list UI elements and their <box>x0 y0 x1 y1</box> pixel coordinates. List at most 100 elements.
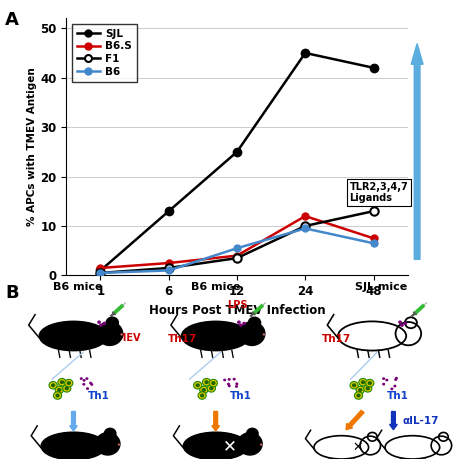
Ellipse shape <box>182 321 250 351</box>
Circle shape <box>86 387 89 390</box>
Circle shape <box>97 322 122 345</box>
Circle shape <box>99 324 103 327</box>
Circle shape <box>356 393 361 397</box>
Circle shape <box>64 386 69 391</box>
Circle shape <box>201 388 206 392</box>
Ellipse shape <box>39 321 108 351</box>
FancyArrow shape <box>70 412 77 431</box>
Text: Th1: Th1 <box>230 391 252 401</box>
Circle shape <box>106 317 118 328</box>
Circle shape <box>233 378 236 381</box>
Circle shape <box>358 388 363 392</box>
Circle shape <box>90 383 93 386</box>
Circle shape <box>350 381 358 389</box>
Text: TLR2,3,4,7
Ligands: TLR2,3,4,7 Ligands <box>350 182 409 203</box>
Circle shape <box>390 387 393 390</box>
Circle shape <box>58 378 66 386</box>
Text: αIL-17: αIL-17 <box>403 416 439 426</box>
Circle shape <box>118 443 120 446</box>
FancyArrow shape <box>212 412 219 431</box>
Circle shape <box>120 333 123 336</box>
Circle shape <box>394 378 397 381</box>
Text: Th17: Th17 <box>168 335 198 344</box>
Circle shape <box>198 392 206 399</box>
Circle shape <box>82 379 86 382</box>
Text: Th17: Th17 <box>322 335 352 344</box>
Ellipse shape <box>41 432 106 459</box>
Circle shape <box>366 380 374 387</box>
Circle shape <box>365 386 370 391</box>
Circle shape <box>400 324 404 327</box>
Text: LPS: LPS <box>227 300 247 310</box>
Circle shape <box>237 320 241 324</box>
Circle shape <box>263 333 265 336</box>
Circle shape <box>207 385 215 392</box>
Circle shape <box>238 433 262 455</box>
Circle shape <box>210 380 218 387</box>
Text: A: A <box>5 11 18 29</box>
Circle shape <box>80 377 83 380</box>
Circle shape <box>223 379 226 381</box>
Circle shape <box>60 380 64 384</box>
Circle shape <box>49 381 57 389</box>
Circle shape <box>57 388 62 392</box>
Circle shape <box>382 377 385 380</box>
Circle shape <box>54 392 62 399</box>
Circle shape <box>89 381 92 385</box>
Circle shape <box>382 383 385 386</box>
Circle shape <box>85 377 89 380</box>
Text: Th1: Th1 <box>387 391 409 401</box>
Text: B6 mice: B6 mice <box>191 282 240 292</box>
Circle shape <box>228 378 231 381</box>
Ellipse shape <box>183 432 248 459</box>
Circle shape <box>51 383 55 387</box>
Circle shape <box>97 320 101 324</box>
Text: B6 mice: B6 mice <box>54 282 103 292</box>
Circle shape <box>359 378 367 386</box>
FancyArrow shape <box>346 410 364 430</box>
Text: SJL mice: SJL mice <box>356 282 408 292</box>
Text: ✕: ✕ <box>353 441 363 454</box>
Text: TMEV: TMEV <box>110 333 141 343</box>
Circle shape <box>260 443 263 446</box>
Circle shape <box>193 381 202 389</box>
Circle shape <box>367 381 372 385</box>
Circle shape <box>235 382 238 385</box>
Circle shape <box>200 386 208 394</box>
Circle shape <box>82 383 85 386</box>
Circle shape <box>195 383 200 387</box>
Circle shape <box>104 428 116 439</box>
Circle shape <box>398 320 402 324</box>
Circle shape <box>403 322 407 325</box>
Circle shape <box>239 324 243 327</box>
Circle shape <box>356 386 365 394</box>
Circle shape <box>352 383 356 387</box>
Circle shape <box>204 380 209 384</box>
Circle shape <box>65 380 73 387</box>
Circle shape <box>246 428 258 439</box>
Circle shape <box>242 322 246 325</box>
Circle shape <box>364 385 372 392</box>
Circle shape <box>393 385 396 387</box>
Circle shape <box>200 393 204 397</box>
Circle shape <box>239 322 264 345</box>
Text: ✕: ✕ <box>223 437 237 455</box>
Circle shape <box>55 386 64 394</box>
Circle shape <box>202 378 210 386</box>
X-axis label: Hours Post TMEV Infection: Hours Post TMEV Infection <box>149 304 325 317</box>
Circle shape <box>96 433 120 455</box>
Circle shape <box>55 393 60 397</box>
Circle shape <box>355 392 363 399</box>
Circle shape <box>235 385 238 388</box>
Circle shape <box>211 381 216 385</box>
Circle shape <box>102 322 106 325</box>
FancyArrow shape <box>390 412 397 430</box>
Circle shape <box>385 379 388 381</box>
Circle shape <box>248 317 261 328</box>
Y-axis label: % APCs with TMEV Antigen: % APCs with TMEV Antigen <box>27 67 37 226</box>
Circle shape <box>227 383 230 386</box>
Circle shape <box>361 380 365 384</box>
Circle shape <box>209 386 214 391</box>
Text: B: B <box>6 284 19 302</box>
Text: Th1: Th1 <box>88 391 109 401</box>
